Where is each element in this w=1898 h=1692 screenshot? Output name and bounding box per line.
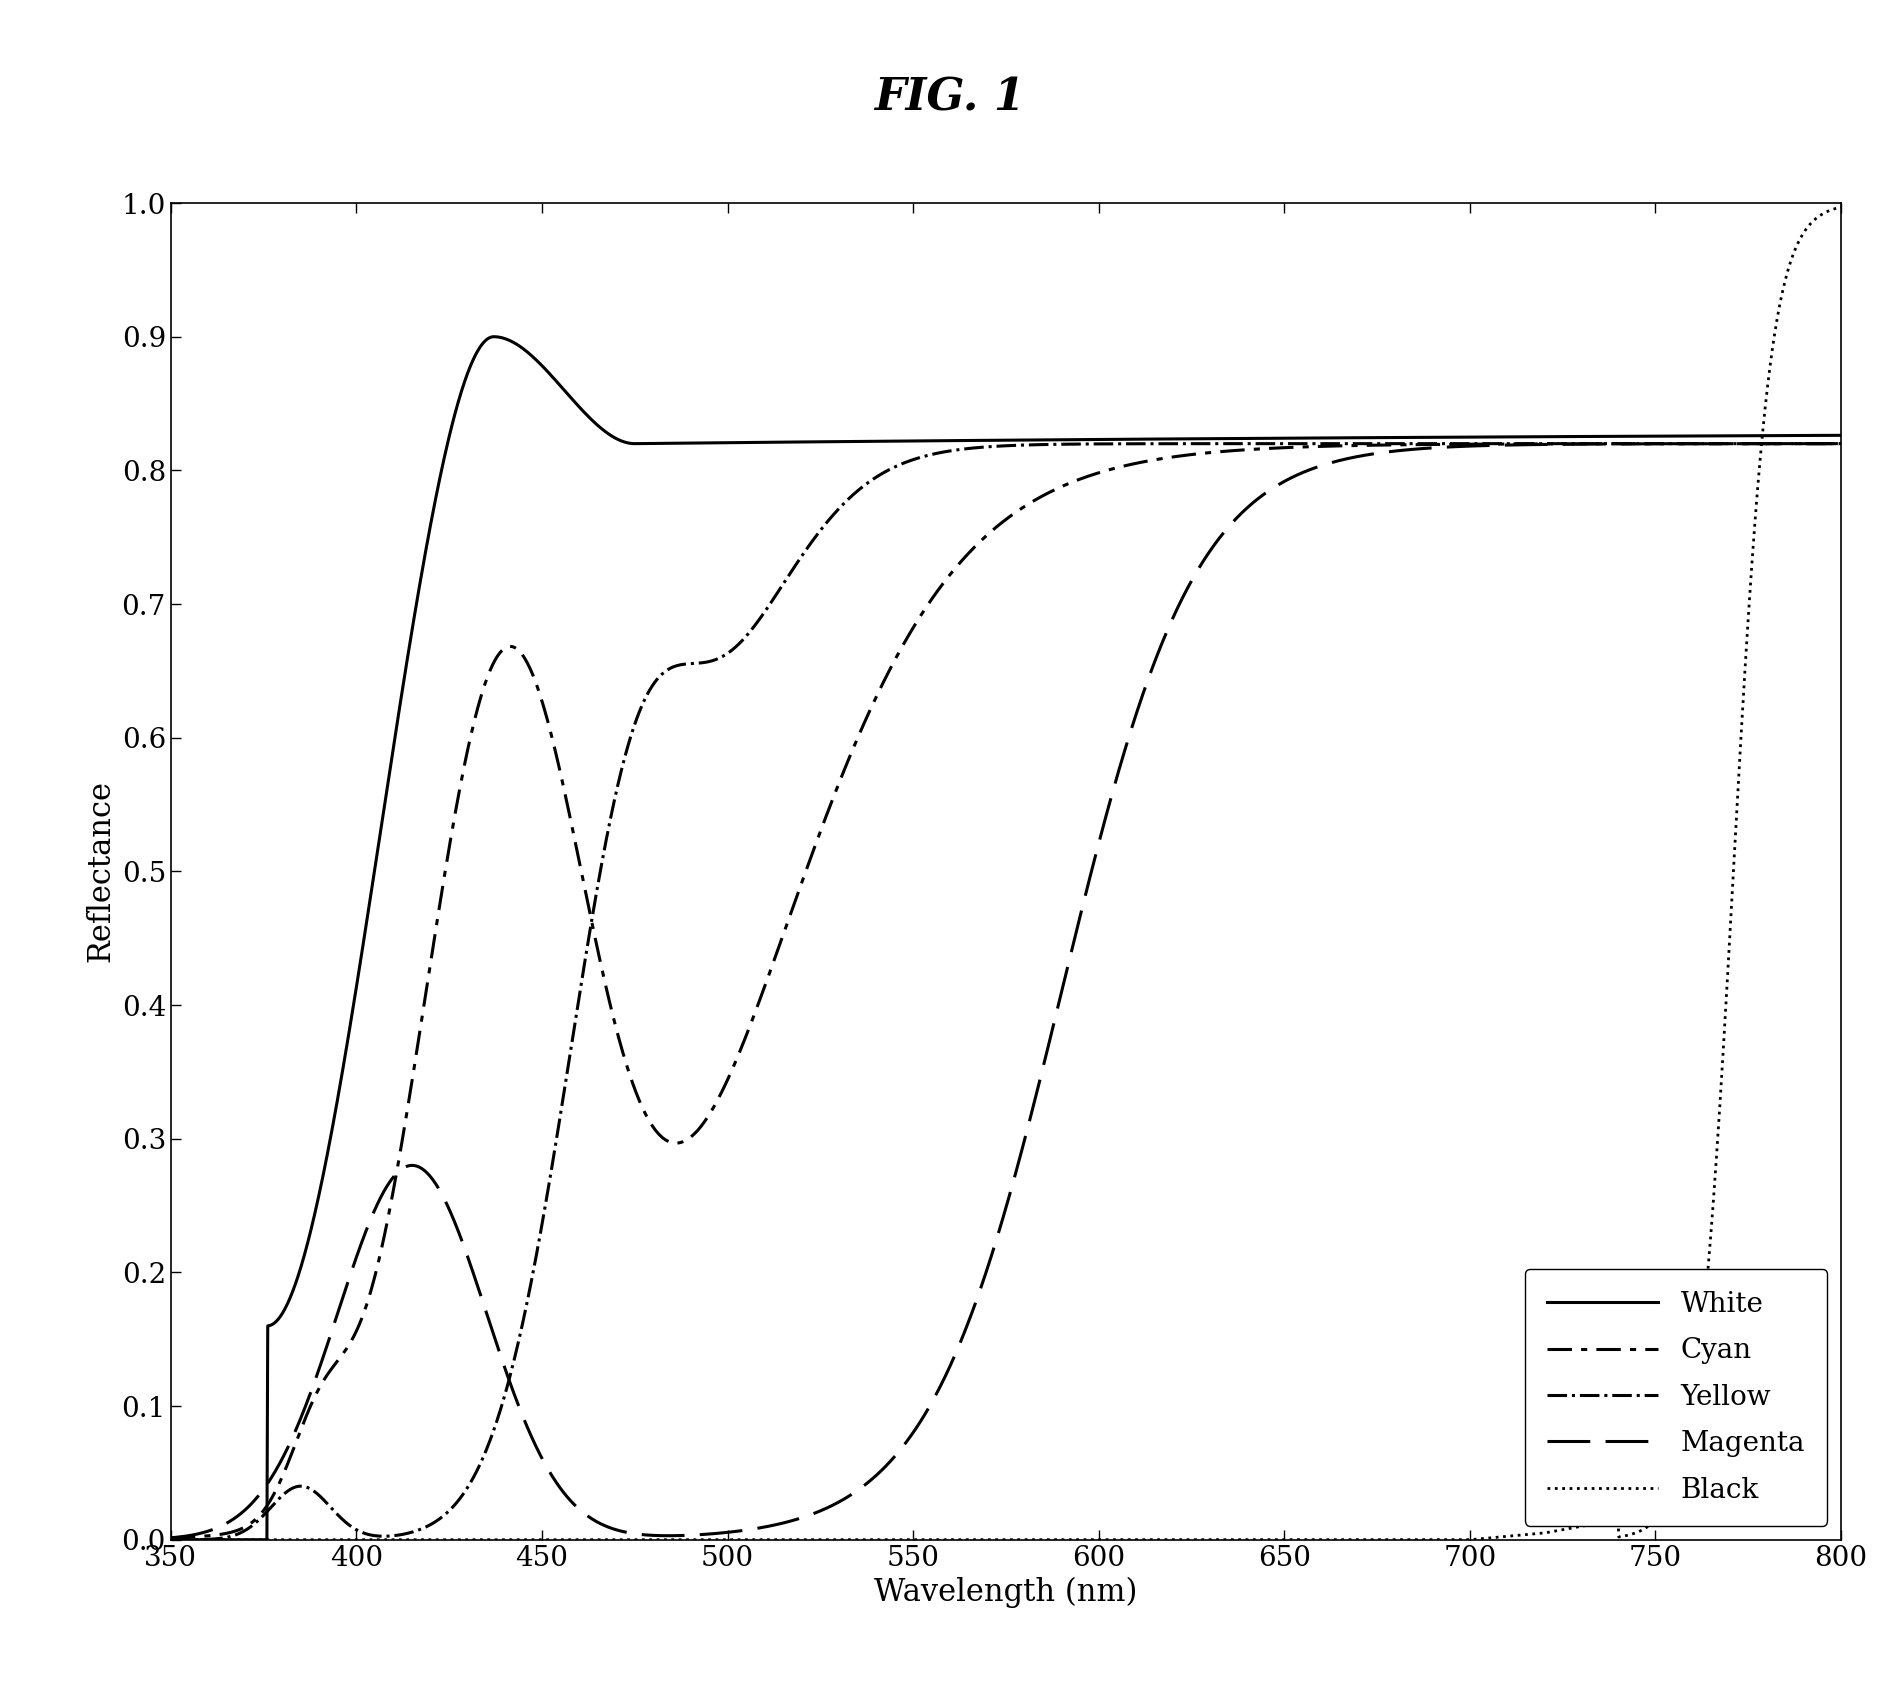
Black xyxy=(928,1530,951,1550)
Cyan xyxy=(928,579,951,599)
Cyan xyxy=(159,1528,182,1548)
Legend: White, Cyan, Yellow, Magenta, Black: White, Cyan, Yellow, Magenta, Black xyxy=(1524,1269,1828,1526)
White xyxy=(1780,425,1803,445)
Magenta xyxy=(159,1528,182,1548)
White xyxy=(245,1530,268,1550)
Cyan xyxy=(1475,433,1498,453)
Magenta xyxy=(972,1271,995,1291)
Yellow xyxy=(928,443,951,464)
White xyxy=(972,430,995,450)
Cyan xyxy=(1780,433,1803,453)
Black xyxy=(1780,245,1803,266)
Black xyxy=(1830,196,1852,217)
Cyan xyxy=(245,1509,268,1530)
Cyan xyxy=(972,528,995,548)
Yellow xyxy=(1830,433,1852,453)
Black xyxy=(245,1530,268,1550)
Magenta xyxy=(1780,433,1803,453)
Yellow xyxy=(1780,433,1803,453)
Magenta xyxy=(1830,433,1852,453)
Yellow xyxy=(972,437,995,457)
Cyan xyxy=(1830,433,1852,453)
White xyxy=(482,327,505,347)
Line: Cyan: Cyan xyxy=(171,443,1841,1538)
White xyxy=(928,430,951,450)
Magenta xyxy=(928,1379,951,1399)
Line: White: White xyxy=(171,337,1841,1540)
White xyxy=(1782,425,1805,445)
White xyxy=(159,1530,182,1550)
Y-axis label: Reflectance: Reflectance xyxy=(85,780,116,963)
Black xyxy=(1475,1528,1498,1548)
Cyan xyxy=(1780,433,1803,453)
Yellow xyxy=(159,1530,182,1550)
X-axis label: Wavelength (nm): Wavelength (nm) xyxy=(875,1577,1137,1609)
Black xyxy=(159,1530,182,1550)
Line: Magenta: Magenta xyxy=(171,443,1841,1538)
Magenta xyxy=(1475,435,1498,455)
White xyxy=(1830,425,1852,445)
Magenta xyxy=(1780,433,1803,453)
Text: FIG. 1: FIG. 1 xyxy=(873,76,1025,118)
Line: Yellow: Yellow xyxy=(171,443,1841,1540)
Black xyxy=(972,1530,995,1550)
Yellow xyxy=(1475,433,1498,453)
Black xyxy=(1780,249,1803,269)
Magenta xyxy=(245,1489,268,1509)
Line: Black: Black xyxy=(171,206,1841,1540)
White xyxy=(1475,426,1498,447)
Yellow xyxy=(245,1513,268,1533)
Yellow xyxy=(1780,433,1803,453)
